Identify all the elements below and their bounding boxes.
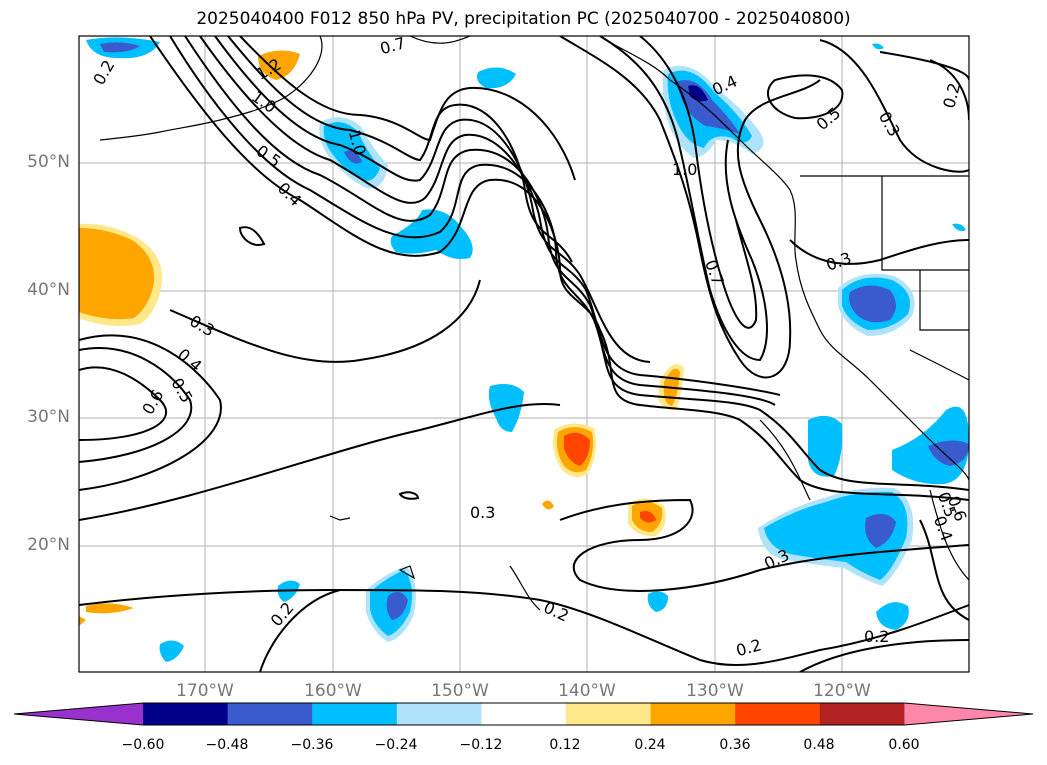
lat-label-50n: 50°N [27,152,70,172]
contour-label: 0.6 [138,386,167,418]
contour-label: 0.4 [274,179,305,210]
contour-label: 1.0 [672,160,697,179]
contour-label: 0.2 [864,627,889,646]
contour-label: 0.2 [89,57,118,89]
colorbar-tick-label: 0.12 [549,737,581,753]
colorbar-tick-label: 0.24 [634,737,666,753]
lat-label-30n: 30°N [27,407,70,427]
contour-label: 0.5 [813,103,845,134]
contour-label: 0.2 [267,598,298,630]
colorbar-tick-label: 0.60 [888,737,920,753]
colorbar-extend-low [14,703,143,725]
colorbar-segment [481,703,567,725]
lon-label-130w: 130°W [686,681,744,701]
colorbar-outline [13,702,1034,726]
colorbar-tick-label: −0.36 [290,737,334,753]
contour-label: 0.3 [875,108,904,140]
contour-label: 0.3 [186,311,218,340]
colorbar [13,702,1034,726]
colorbar-segment [312,703,398,725]
colorbar-tick-label: 0.48 [803,737,835,753]
map-frame [78,35,970,673]
contour-label: 0.5 [253,141,285,171]
map-panel: 0.2 1.2 1.0 0.7 0.5 0.4 1.0 0.4 0.5 0.3 … [79,33,969,672]
map-title: 2025040400 F012 850 hPa PV, precipitatio… [196,9,851,29]
contour-label: 0.7 [378,33,408,58]
colorbar-segment [396,703,482,725]
graticule [79,36,969,672]
contour-label: 0.3 [470,503,495,522]
colorbar-segment [227,703,313,725]
colorbar-segment [819,703,905,725]
colorbar-tick-label: −0.24 [374,737,418,753]
contour-label: 0.4 [174,345,206,376]
precip-negative-areas [86,37,969,662]
lon-label-170w: 170°W [176,681,234,701]
colorbar-tick-label: −0.60 [121,737,165,753]
colorbar-tick-label: −0.48 [205,737,249,753]
contour-label: 0.2 [734,635,764,660]
lon-label-140w: 140°W [558,681,616,701]
lon-label-160w: 160°W [304,681,362,701]
colorbar-segment [650,703,736,725]
colorbar-segment [143,703,229,725]
colorbar-extend-high [904,703,1033,725]
contour-label: 0.2 [939,81,964,111]
lat-label-20n: 20°N [27,535,70,555]
contour-label: 1.0 [248,87,280,117]
lon-label-150w: 150°W [431,681,489,701]
colorbar-segment [566,703,652,725]
pv-contours [79,36,969,672]
colorbar-segment [735,703,821,725]
contour-label: 0.3 [824,248,854,275]
lon-label-120w: 120°W [813,681,871,701]
precip-positive-areas [79,50,684,626]
colorbar-tick-label: 0.36 [719,737,751,753]
colorbar-tick-label: −0.12 [459,737,503,753]
coastlines [99,36,969,611]
lat-label-40n: 40°N [27,280,70,300]
